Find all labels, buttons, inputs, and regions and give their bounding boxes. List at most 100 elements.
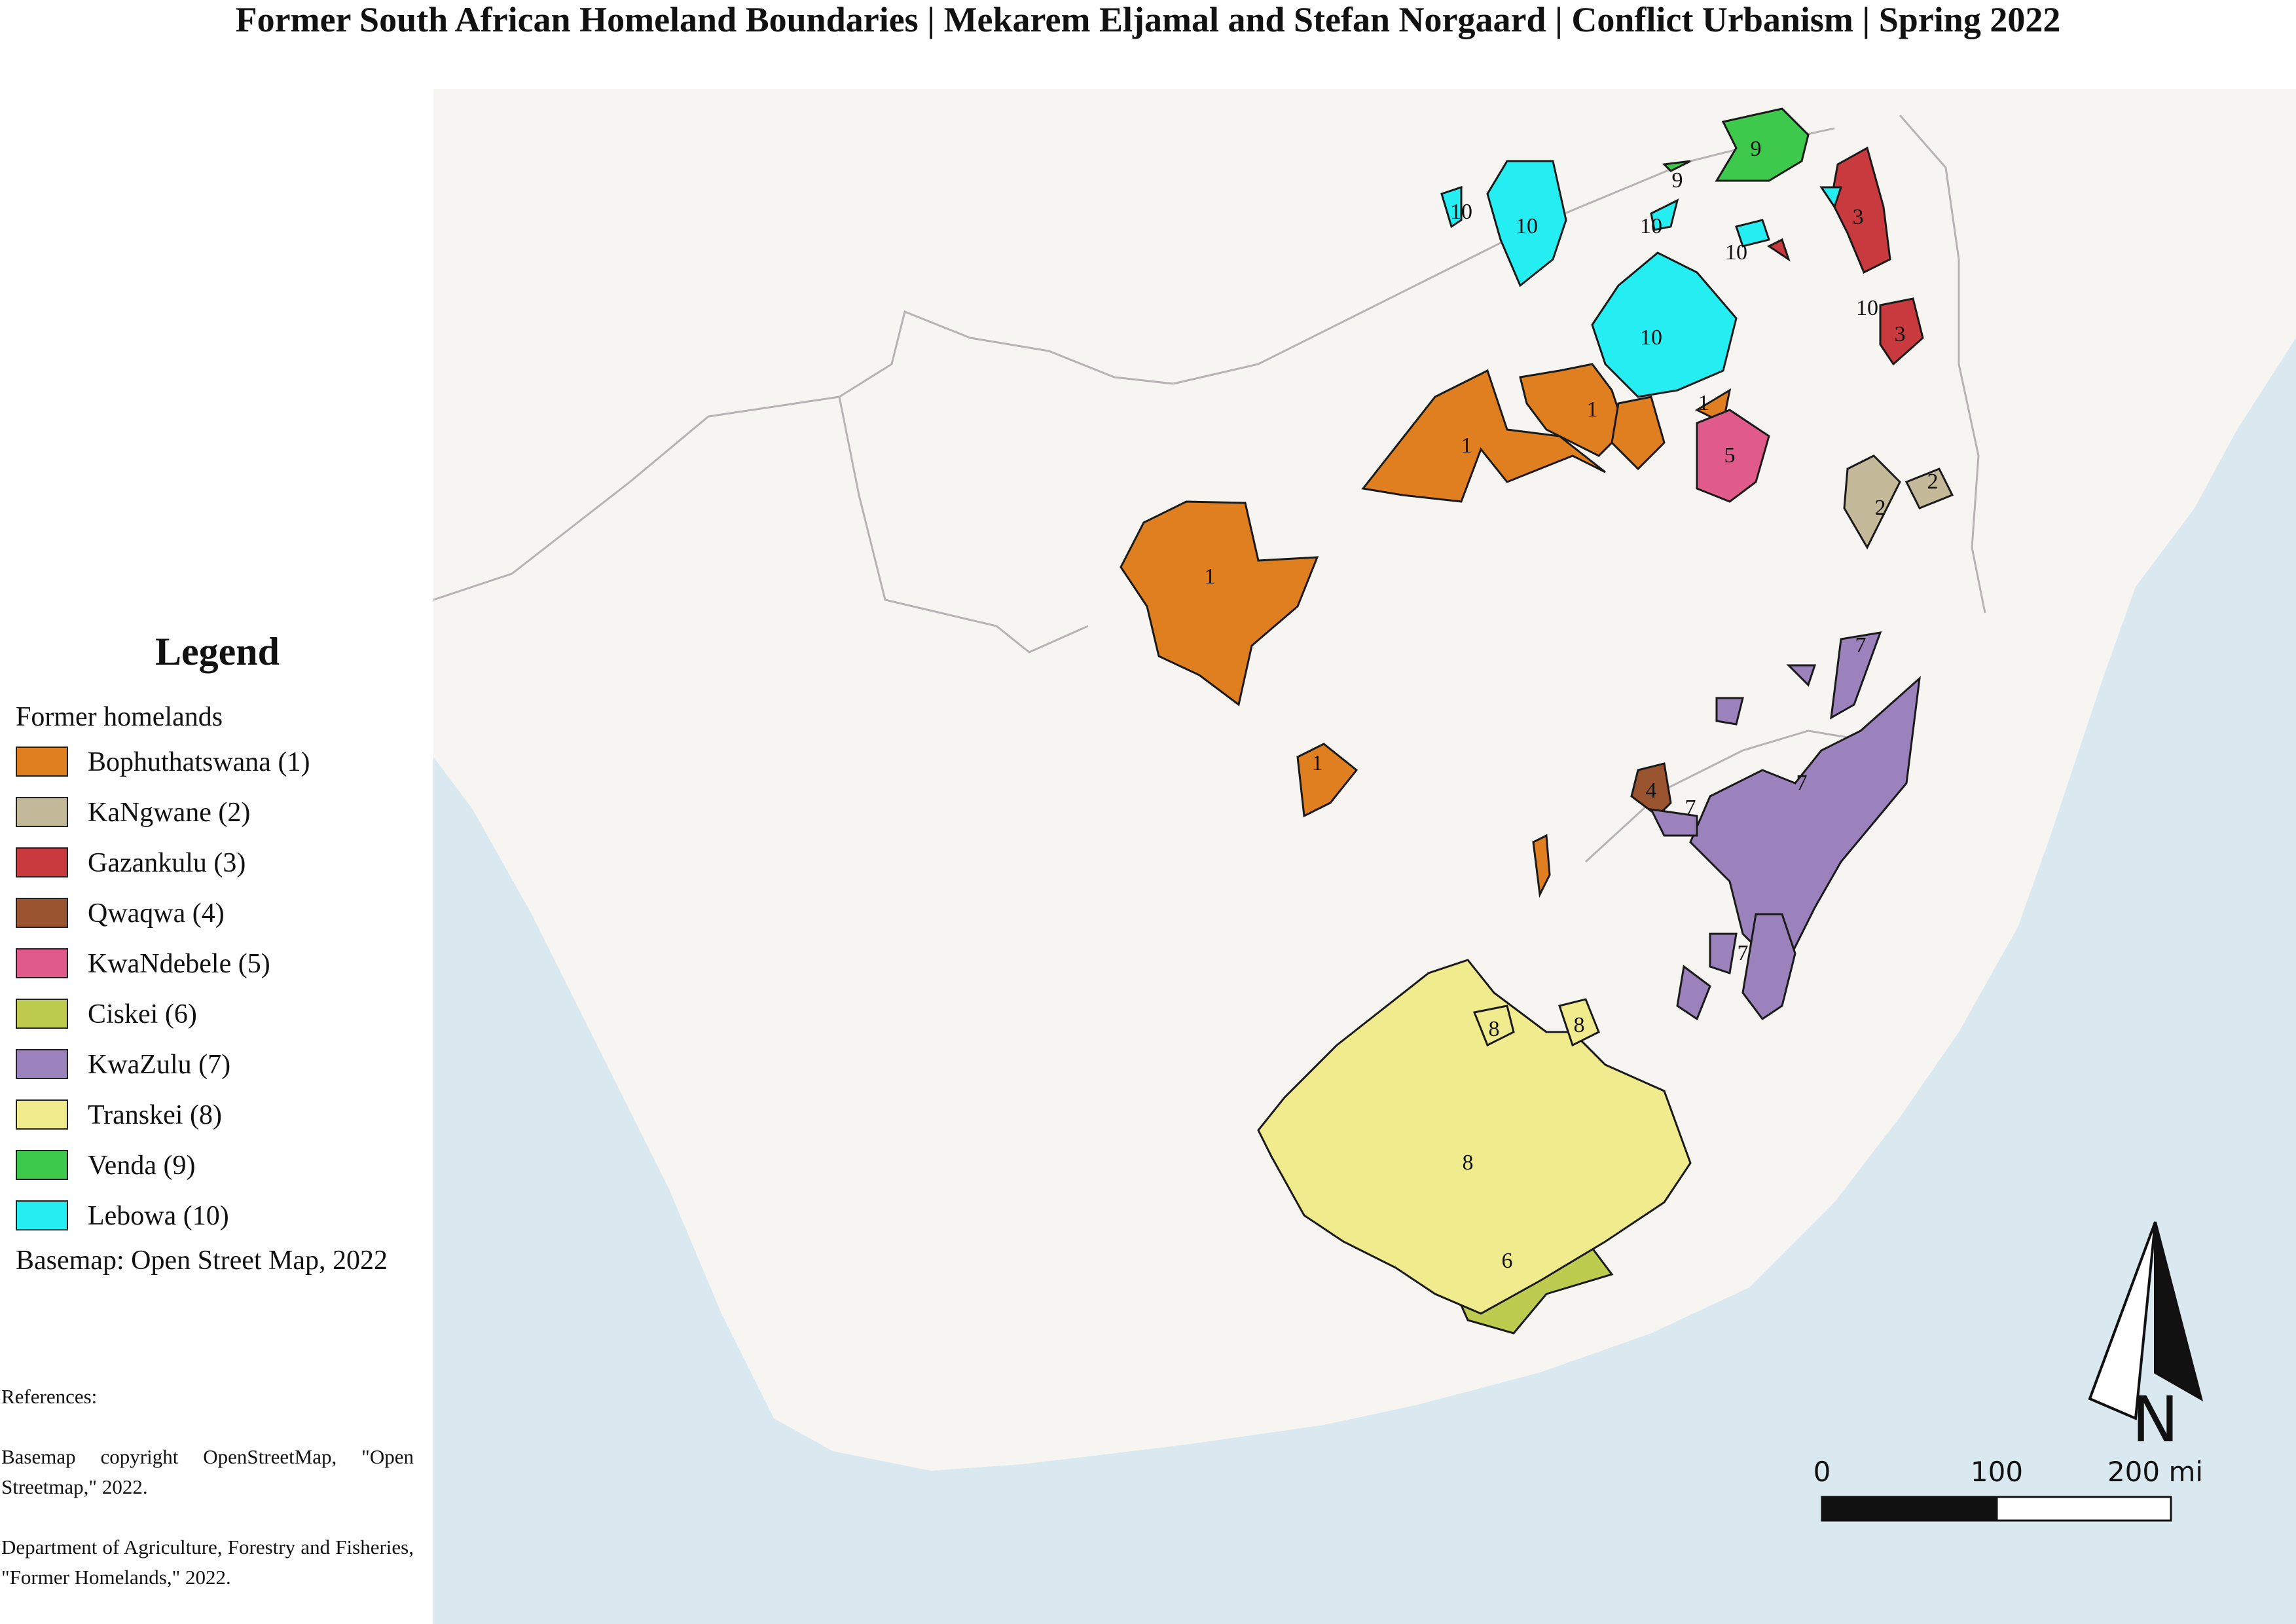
homeland-shape[interactable] — [1611, 396, 1666, 471]
homeland-label: 4 — [1646, 779, 1657, 803]
homeland-kangwane[interactable] — [1843, 454, 1954, 550]
north-label: N — [2132, 1383, 2179, 1456]
homeland-bophuthatswana[interactable] — [1120, 363, 1732, 898]
legend-label: KaNgwane (2) — [88, 798, 251, 828]
homeland-shape[interactable] — [1440, 185, 1463, 229]
homeland-shape[interactable] — [1843, 454, 1901, 550]
border-line — [1584, 729, 1887, 863]
homeland-shape[interactable] — [1649, 808, 1698, 837]
legend-swatch — [16, 1150, 68, 1180]
legend-item-lebowa: Lebowa (10) — [16, 1198, 422, 1234]
homeland-shape[interactable] — [1696, 409, 1770, 503]
homeland-label: 8 — [1489, 1017, 1500, 1041]
homeland-shape[interactable] — [1709, 932, 1738, 974]
homeland-label: 2 — [1875, 496, 1886, 520]
legend-swatch — [16, 898, 68, 928]
homeland-shape[interactable] — [1532, 834, 1551, 898]
homeland-shape[interactable] — [1879, 297, 1924, 366]
homeland-shape[interactable] — [1689, 676, 1921, 975]
homeland-lebowa[interactable] — [1440, 160, 1843, 398]
homeland-shape[interactable] — [1662, 160, 1691, 172]
homeland-shape[interactable] — [1904, 468, 1954, 509]
map-canvas[interactable]: 1 1 1 1 1 2 2 3 3 4 5 6 7 7 7 7 8 8 8 9 … — [433, 89, 2296, 1624]
homeland-label: 8 — [1574, 1013, 1585, 1037]
homeland-shape[interactable] — [1120, 500, 1319, 707]
legend-label: Lebowa (10) — [88, 1201, 229, 1231]
legend-swatch — [16, 999, 68, 1029]
homeland-qwaqwa[interactable] — [1630, 762, 1672, 817]
homeland-shape[interactable] — [1819, 186, 1843, 210]
homeland-label: 1 — [1587, 397, 1598, 422]
homeland-shape[interactable] — [1472, 1005, 1515, 1047]
homeland-label: 8 — [1463, 1151, 1474, 1175]
homeland-shape[interactable] — [1715, 697, 1744, 726]
legend-label: KwaZulu (7) — [88, 1050, 231, 1080]
homeland-gazankulu[interactable] — [1767, 146, 1924, 366]
border-line — [629, 396, 840, 483]
homeland-number-labels: 1 1 1 1 1 2 2 3 3 4 5 6 7 7 7 7 8 8 8 9 … — [1205, 137, 1939, 1273]
homeland-shape[interactable] — [1361, 369, 1606, 503]
legend-label: Venda (9) — [88, 1151, 196, 1181]
legend-swatch — [16, 1099, 68, 1130]
border-line — [838, 396, 1089, 654]
legend-item-gazankulu: Gazankulu (3) — [16, 845, 422, 881]
legend-label: Ciskei (6) — [88, 999, 197, 1029]
homeland-shape[interactable] — [1257, 959, 1692, 1315]
basemap-credit: Basemap: Open Street Map, 2022 — [16, 1246, 388, 1276]
scale-label: 200 mi — [2107, 1456, 2203, 1488]
homeland-shape[interactable] — [1735, 219, 1770, 248]
legend-item-kangwane: KaNgwane (2) — [16, 794, 422, 831]
legend-item-qwaqwa: Qwaqwa (4) — [16, 895, 422, 932]
legend-swatch — [16, 1049, 68, 1079]
homeland-shape[interactable] — [1830, 631, 1882, 720]
homeland-label: 1 — [1205, 564, 1216, 589]
homeland-transkei[interactable] — [1257, 959, 1692, 1315]
homeland-kwazulu[interactable] — [1649, 631, 1921, 1021]
homeland-venda[interactable] — [1662, 107, 1810, 182]
legend-swatch — [16, 847, 68, 877]
homeland-shape[interactable] — [1786, 664, 1817, 687]
homeland-shape[interactable] — [1591, 251, 1738, 398]
homeland-shape[interactable] — [1558, 998, 1600, 1047]
border-line — [839, 310, 1174, 398]
north-arrow-right-half — [2154, 1221, 2204, 1402]
homeland-label: 1 — [1312, 751, 1323, 775]
legend-swatch — [16, 747, 68, 777]
homeland-label: 10 — [1856, 296, 1878, 320]
homeland-shape[interactable] — [1741, 913, 1796, 1021]
homeland-shape[interactable] — [1676, 965, 1711, 1021]
reference-entry: Department of Agriculture, Forestry and … — [1, 1536, 414, 1589]
homeland-shape[interactable] — [1715, 107, 1810, 182]
homeland-label: 10 — [1640, 214, 1662, 238]
homeland-label: 10 — [1725, 240, 1747, 265]
homeland-label: 7 — [1738, 941, 1749, 965]
scale-label: 0 — [1813, 1456, 1831, 1488]
homeland-shape[interactable] — [1630, 762, 1672, 817]
legend-item-venda: Venda (9) — [16, 1147, 422, 1184]
legend-swatch — [16, 1200, 68, 1230]
legend-item-kwandebele: KwaNdebele (5) — [16, 946, 422, 982]
homeland-label: 5 — [1724, 443, 1736, 468]
land-mass — [433, 89, 2296, 1471]
homeland-shape[interactable] — [1767, 238, 1791, 262]
map-panel[interactable]: 1 1 1 1 1 2 2 3 3 4 5 6 7 7 7 7 8 8 8 9 … — [433, 89, 2296, 1624]
legend-item-bophuthatswana: Bophuthatswana (1) — [16, 744, 422, 781]
homeland-kwandebele[interactable] — [1696, 409, 1770, 503]
homeland-label: 6 — [1502, 1249, 1513, 1273]
legend-item-transkei: Transkei (8) — [16, 1097, 422, 1134]
homeland-label: 7 — [1855, 633, 1867, 657]
homeland-label: 10 — [1450, 200, 1472, 224]
map-title: Former South African Homeland Boundaries… — [235, 0, 2061, 39]
homeland-label: 10 — [1640, 325, 1662, 350]
legend-swatch — [16, 948, 68, 978]
scale-segment-dark — [1821, 1496, 1998, 1522]
legend-swatch — [16, 797, 68, 827]
homeland-shape[interactable] — [1296, 743, 1358, 818]
homeland-shape[interactable] — [1486, 160, 1567, 287]
homeland-label: 1 — [1698, 391, 1709, 415]
scale-bar: 0 100 200 mi — [1813, 1456, 2203, 1522]
homeland-label: 7 — [1796, 771, 1808, 795]
homeland-shape[interactable] — [1650, 198, 1679, 231]
legend-item-ciskei: Ciskei (6) — [16, 996, 422, 1033]
north-arrow: N — [2088, 1221, 2204, 1456]
